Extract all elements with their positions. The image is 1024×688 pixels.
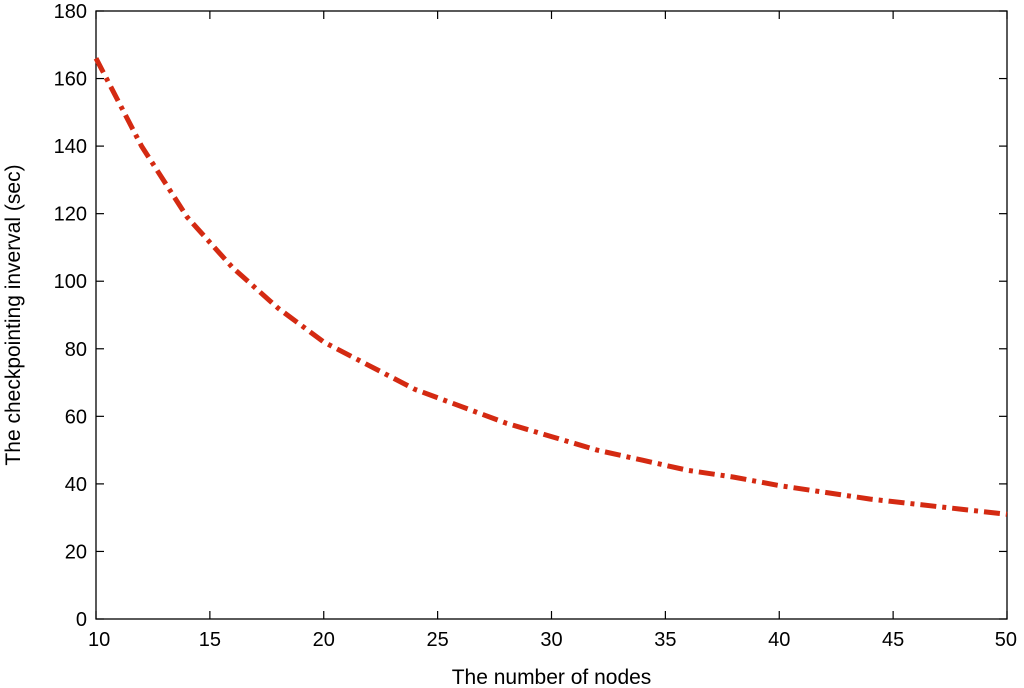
y-tick-label: 120 <box>54 204 87 226</box>
x-tick-label: 40 <box>768 629 790 651</box>
x-tick-label: 45 <box>882 629 904 651</box>
x-axis-ticks: 10 15 20 25 30 35 40 45 50 <box>88 11 1017 651</box>
y-tick-label: 160 <box>54 69 87 91</box>
series-layer <box>93 57 1008 517</box>
x-tick-label: 50 <box>995 629 1017 651</box>
x-tick-label: 35 <box>654 629 676 651</box>
x-tick-label: 15 <box>199 629 221 651</box>
x-tick-label: 30 <box>540 629 562 651</box>
x-tick-label: 10 <box>88 629 110 651</box>
y-tick-label: 60 <box>65 406 87 428</box>
y-tick-label: 180 <box>54 1 87 23</box>
y-tick-label: 20 <box>65 541 87 563</box>
series-line <box>93 57 1008 517</box>
x-axis-label: The number of nodes <box>452 666 652 688</box>
y-axis-ticks: 0 20 40 60 80 100 120 140 160 180 <box>54 1 1007 631</box>
plot-area <box>95 10 1008 620</box>
y-axis-label: The checkpointing inverval (sec) <box>2 164 25 465</box>
y-tick-label: 140 <box>54 136 87 158</box>
y-tick-label: 40 <box>65 474 87 496</box>
y-tick-label: 100 <box>54 271 87 293</box>
x-tick-label: 25 <box>427 629 449 651</box>
x-tick-label: 20 <box>313 629 335 651</box>
y-tick-label: 0 <box>76 609 87 631</box>
y-tick-label: 80 <box>65 339 87 361</box>
